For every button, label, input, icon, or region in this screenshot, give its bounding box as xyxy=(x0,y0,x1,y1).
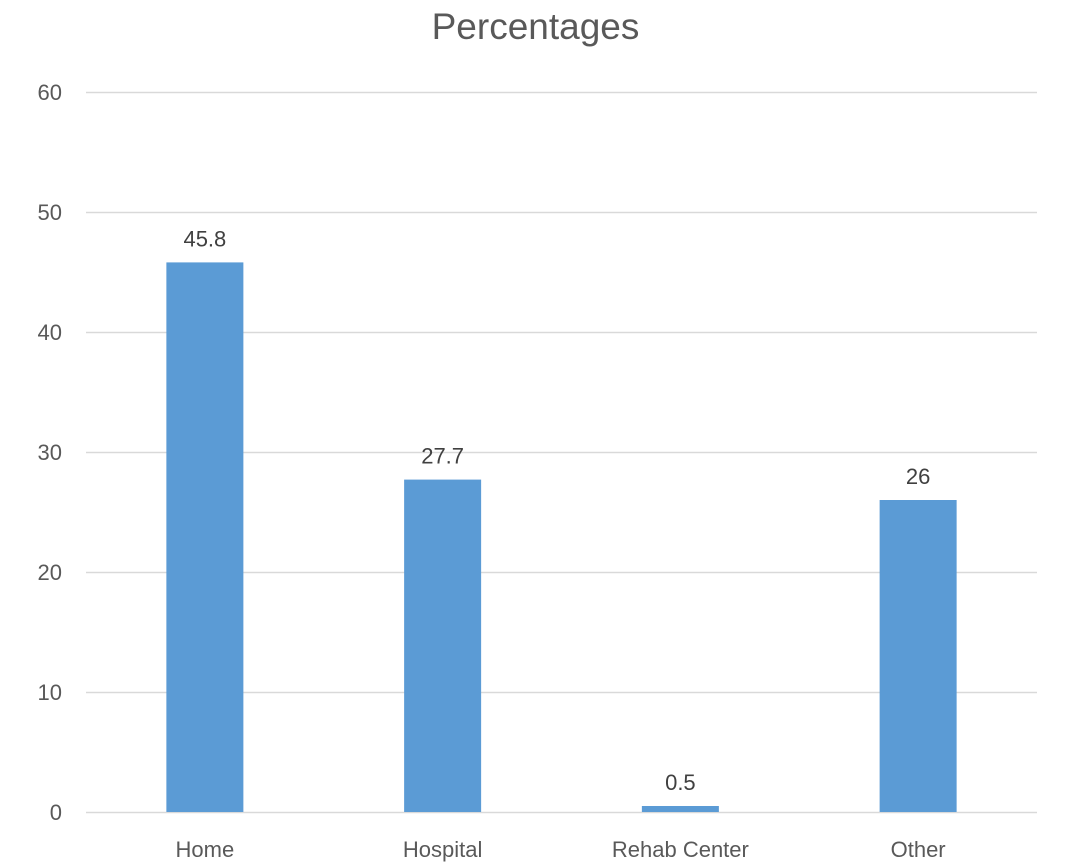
data-label: 0.5 xyxy=(665,770,696,795)
y-axis-ticks: 0 10 20 30 40 50 60 xyxy=(38,80,62,825)
bar-hospital xyxy=(404,479,482,812)
bars xyxy=(166,262,957,812)
x-tick-label: Other xyxy=(891,837,946,862)
x-tick-label: Hospital xyxy=(403,837,482,862)
gridlines xyxy=(86,91,1037,814)
data-label: 27.7 xyxy=(421,444,464,469)
data-label: 26 xyxy=(906,464,930,489)
data-labels: 45.8 27.7 0.5 26 xyxy=(183,226,930,795)
bar-home xyxy=(166,262,244,812)
bar-other xyxy=(879,500,957,812)
y-tick-label: 60 xyxy=(38,80,62,105)
x-tick-label: Home xyxy=(176,837,235,862)
y-tick-label: 0 xyxy=(50,800,62,825)
x-tick-label: Rehab Center xyxy=(612,837,749,862)
y-tick-label: 20 xyxy=(38,560,62,585)
y-tick-label: 30 xyxy=(38,440,62,465)
data-label: 45.8 xyxy=(183,226,226,251)
y-tick-label: 40 xyxy=(38,320,62,345)
chart-title: Percentages xyxy=(431,6,640,47)
x-axis-ticks: Home Hospital Rehab Center Other xyxy=(176,837,946,862)
bar-rehab-center xyxy=(641,806,719,812)
y-tick-label: 50 xyxy=(38,200,62,225)
y-tick-label: 10 xyxy=(38,680,62,705)
